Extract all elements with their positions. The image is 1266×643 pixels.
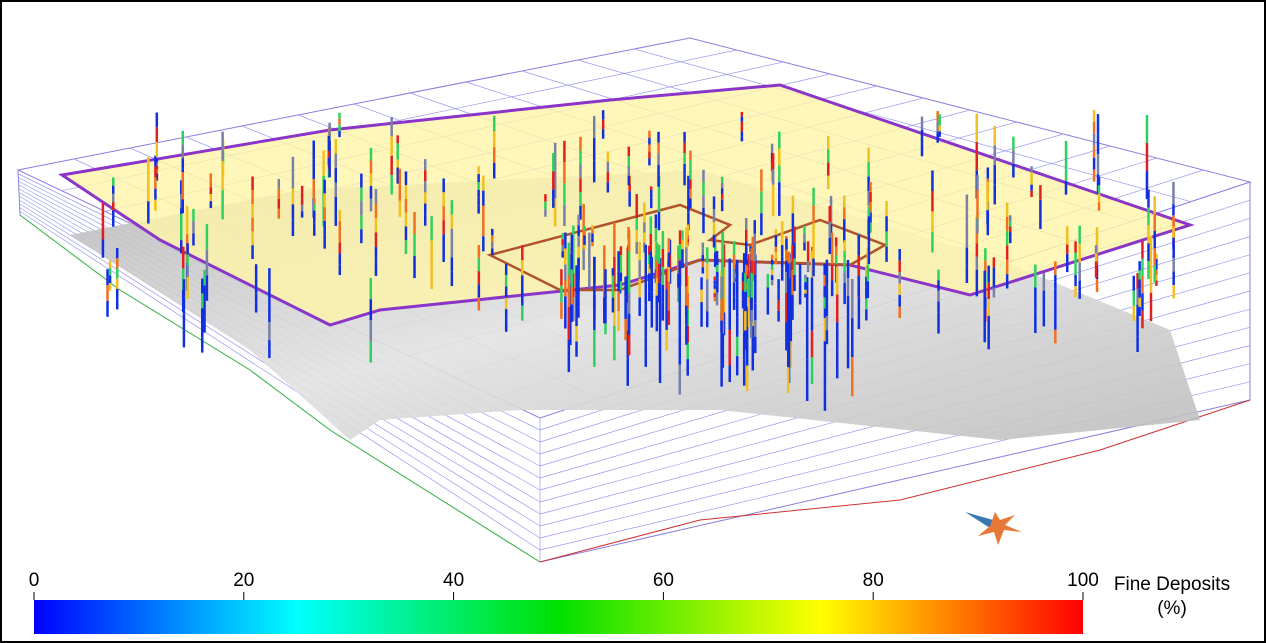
- tick-label: 80: [863, 570, 884, 591]
- tick-label: 0: [29, 570, 40, 591]
- tick-label: 20: [233, 570, 254, 591]
- scene: Fine Deposits (%) 0 20 40 60 80 100: [0, 0, 1266, 643]
- tick-label: 40: [443, 570, 464, 591]
- colorbar-title: (%): [1157, 598, 1187, 619]
- tick-label: 60: [653, 570, 674, 591]
- tick-label: 100: [1067, 570, 1099, 591]
- colorbar-title: Fine Deposits: [1114, 574, 1230, 595]
- colorbar: [34, 600, 1083, 634]
